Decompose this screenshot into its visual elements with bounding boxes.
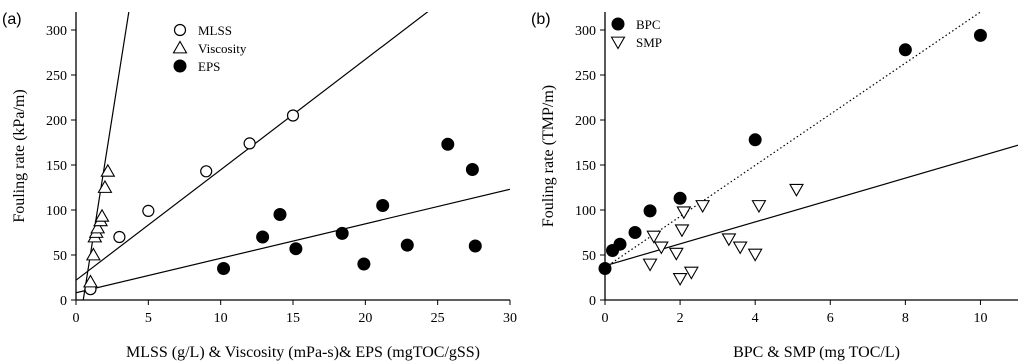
data-point-smp (674, 224, 690, 238)
y-tick-label: 0 (60, 294, 67, 309)
data-point-bpc (643, 204, 657, 218)
y-tick-label: 50 (53, 249, 67, 264)
data-point-mlss (243, 137, 256, 150)
legend-marker-smp (610, 36, 626, 50)
data-point-eps (468, 239, 482, 253)
x-tick-label: 5 (145, 311, 152, 326)
legend-marker-eps (173, 59, 187, 73)
data-point-smp (642, 258, 658, 272)
data-point-viscosity (94, 208, 110, 222)
data-point-bpc (673, 191, 687, 205)
data-point-eps (256, 230, 270, 244)
data-point-viscosity (85, 247, 101, 261)
chart-panel-b: 0 50 100 150 200 250 300 0 2 4 6 8 10 BPC & SMP (mg T… (531, 11, 1018, 361)
x-tick-label: 10 (214, 311, 228, 326)
y-tick-label: 250 (46, 69, 67, 84)
data-point-mlss (142, 204, 155, 217)
data-point-eps (357, 257, 371, 271)
data-point-smp (653, 241, 669, 255)
y-tick-label: 300 (575, 24, 596, 39)
x-tick-label: 0 (602, 311, 609, 326)
panel-label: (a) (2, 11, 22, 28)
fit-line-bpc (605, 12, 981, 269)
data-point-eps (335, 226, 349, 240)
y-axis-title: Fouling rate (TMP/m) (540, 85, 557, 227)
data-point-eps (289, 242, 303, 256)
data-point-viscosity (90, 220, 106, 234)
fit-line-smp (605, 144, 1018, 267)
x-tick-label: 20 (358, 311, 372, 326)
legend-label-eps: EPS (198, 59, 220, 74)
x-axis-title: BPC & SMP (mg TOC/L) (733, 344, 900, 361)
y-tick-label: 300 (46, 24, 67, 39)
x-tick-label: 10 (973, 311, 987, 326)
data-point-bpc (973, 28, 987, 42)
y-tick-label: 100 (575, 204, 596, 219)
data-point-smp (672, 272, 688, 287)
legend-marker-viscosity (172, 40, 188, 54)
legend: BPC SMP (610, 17, 662, 50)
data-point-viscosity (83, 274, 98, 288)
data-point-smp (683, 266, 699, 280)
data-point-smp (695, 200, 711, 214)
x-tick-label: 30 (503, 311, 517, 326)
legend-label-smp: SMP (636, 35, 662, 50)
y-axis-title: Fouling rate (kPa/m) (11, 89, 28, 222)
x-tick-label: 2 (677, 311, 684, 326)
data-point-smp (747, 248, 763, 262)
x-tick-label: 8 (902, 311, 909, 326)
data-point-mlss (200, 165, 213, 178)
data-point-bpc (613, 237, 627, 251)
x-tick-label: 25 (431, 311, 445, 326)
y-tick-label: 200 (575, 114, 596, 129)
y-tick-label: 200 (46, 114, 67, 129)
legend-label-mlss: MLSS (198, 23, 232, 38)
data-point-smp (646, 230, 662, 244)
data-point-smp (721, 233, 737, 247)
data-point-eps (465, 163, 479, 176)
x-tick-label: 15 (286, 311, 300, 326)
data-point-smp (751, 200, 767, 214)
y-tick-label: 50 (582, 249, 596, 264)
data-point-eps (400, 238, 414, 252)
y-tick-label: 100 (46, 204, 67, 219)
legend-marker-mlss (173, 23, 187, 37)
data-point-smp (668, 247, 684, 261)
y-tick-label: 0 (589, 294, 596, 309)
data-point-viscosity (100, 163, 116, 177)
data-point-smp (676, 206, 692, 220)
data-point-smp (732, 241, 748, 255)
legend-label-viscosity: Viscosity (198, 41, 247, 56)
data-point-bpc (598, 262, 612, 275)
x-axis-title: MLSS (g/L) & Viscosity (mPa-s)& EPS (mgT… (126, 344, 480, 361)
legend-label-bpc: BPC (636, 17, 661, 32)
data-point-mlss (286, 109, 300, 122)
x-tick-label: 6 (827, 311, 834, 326)
x-tick-label: 0 (73, 311, 80, 326)
data-point-mlss (113, 230, 126, 244)
legend-marker-bpc (611, 17, 625, 31)
data-point-bpc (748, 133, 762, 147)
data-point-eps (273, 208, 287, 221)
fit-line-eps (76, 188, 510, 294)
y-tick-label: 150 (575, 159, 596, 174)
data-point-smp (789, 183, 804, 197)
x-tick-label: 4 (752, 311, 759, 326)
data-point-viscosity (97, 179, 113, 193)
y-tick-label: 150 (46, 159, 67, 174)
panel-label: (b) (531, 11, 551, 28)
data-point-bpc (628, 226, 642, 239)
legend: MLSS Viscosity EPS (172, 23, 247, 74)
data-point-eps (376, 199, 390, 212)
chart-panel-a: 0 50 100 150 200 250 300 0 5 10 15 20 25 30 MLSS (g/L)… (2, 11, 517, 361)
data-point-bpc (898, 43, 912, 57)
data-point-eps (441, 137, 455, 151)
data-point-eps (217, 262, 231, 275)
y-tick-label: 250 (575, 69, 596, 84)
